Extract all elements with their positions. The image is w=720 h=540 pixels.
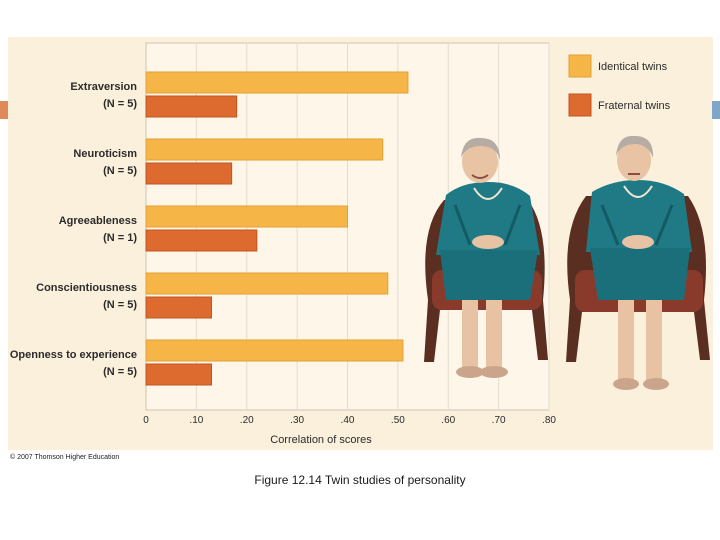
- category-label: Extraversion: [70, 81, 137, 93]
- bar-fraternal-twins: [145, 229, 258, 252]
- legend-label: Fraternal twins: [598, 100, 671, 112]
- twin-correlation-chart: Extraversion (N = 5) Neuroticism (N = 5) Agr…: [10, 42, 710, 446]
- bar-identical-twins: [145, 138, 384, 161]
- category-labels: Extraversion (N = 5) Neuroticism (N = 5) Agr…: [10, 81, 137, 378]
- slide-accent-right: [712, 101, 720, 119]
- figure-caption: Figure 12.14 Twin studies of personality: [254, 473, 466, 487]
- bar-fraternal-twins: [145, 296, 212, 319]
- legend: Identical twins Fraternal twins: [568, 54, 671, 117]
- bar-identical-twins: [145, 71, 409, 94]
- x-tick-label: 0: [143, 415, 149, 426]
- legend-swatch: [568, 93, 592, 117]
- bar-fraternal-twins: [145, 363, 212, 386]
- bar-identical-twins: [145, 272, 389, 295]
- x-tick-label: .70: [492, 415, 506, 426]
- category-n-label: (N = 1): [103, 232, 137, 244]
- slide-accent-left: [0, 101, 8, 119]
- twin-right-figure: [566, 135, 710, 390]
- x-tick-labels: 0 .10 .20 .30 .40 .50 .60 .70 .80: [143, 415, 556, 426]
- bar-fraternal-twins: [145, 95, 238, 118]
- category-label: Agreeableness: [59, 215, 137, 227]
- x-tick-label: .50: [391, 415, 405, 426]
- category-label: Conscientiousness: [36, 282, 137, 294]
- legend-swatch: [568, 54, 592, 78]
- x-tick-label: .30: [290, 415, 304, 426]
- category-n-label: (N = 5): [103, 366, 137, 378]
- x-axis-label: Correlation of scores: [270, 434, 372, 446]
- x-tick-label: .10: [189, 415, 203, 426]
- x-tick-label: .20: [240, 415, 254, 426]
- x-tick-label: .80: [542, 415, 556, 426]
- copyright-notice: © 2007 Thomson Higher Education: [10, 454, 120, 461]
- bars: [145, 71, 409, 386]
- category-label: Openness to experience: [10, 349, 137, 361]
- category-label: Neuroticism: [73, 148, 137, 160]
- twin-left-figure: [424, 137, 548, 378]
- bar-identical-twins: [145, 339, 404, 362]
- category-n-label: (N = 5): [103, 98, 137, 110]
- x-tick-label: .60: [441, 415, 455, 426]
- x-tick-label: .40: [341, 415, 355, 426]
- category-n-label: (N = 5): [103, 299, 137, 311]
- legend-label: Identical twins: [598, 61, 668, 73]
- bar-identical-twins: [145, 205, 348, 228]
- twin-sisters-photo-icon: [424, 135, 710, 390]
- category-n-label: (N = 5): [103, 165, 137, 177]
- bar-fraternal-twins: [145, 162, 233, 185]
